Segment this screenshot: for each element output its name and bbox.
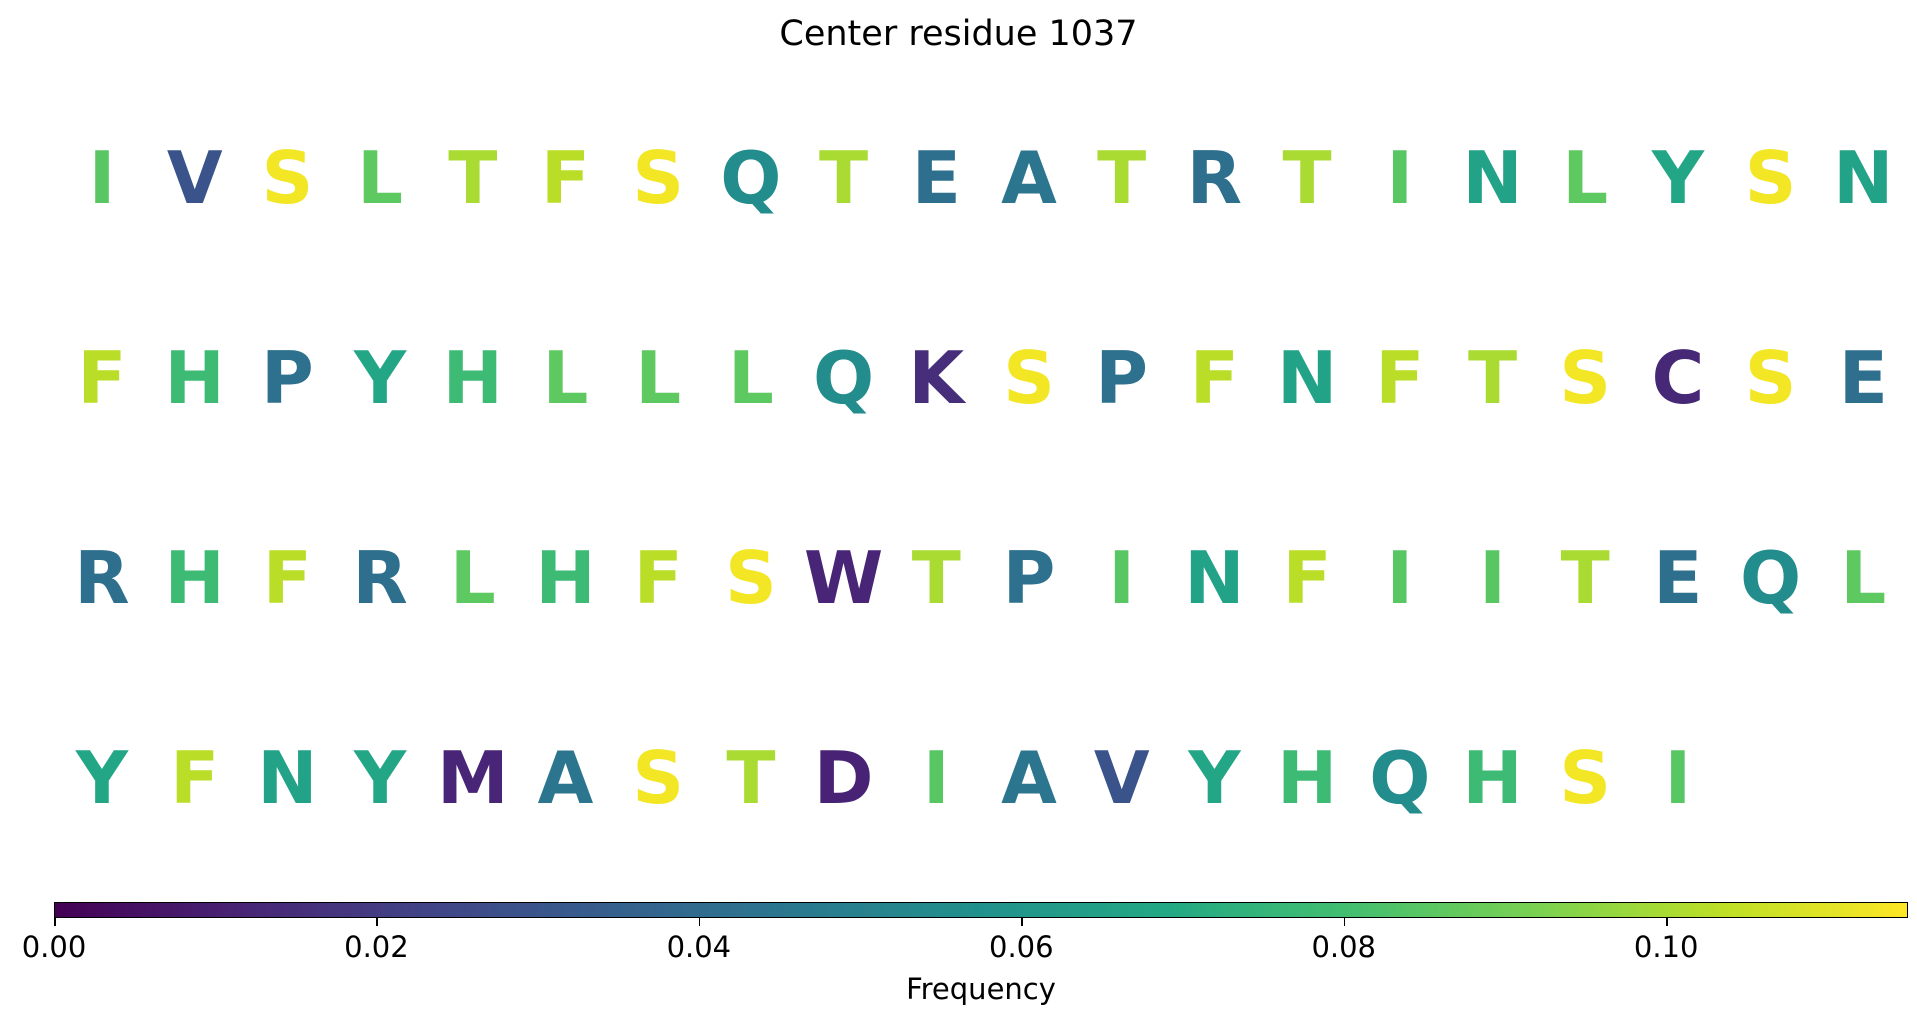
residue-letter: S <box>632 136 685 220</box>
residue-letter: P <box>1095 336 1149 420</box>
residue-letter: A <box>1001 736 1057 820</box>
colorbar-tick <box>698 918 701 926</box>
residue-letter: I <box>88 136 116 220</box>
residue-letter: D <box>813 736 874 820</box>
colorbar-tick-label: 0.10 <box>1633 930 1699 964</box>
residue-letter: F <box>77 336 127 420</box>
residue-letter: Y <box>75 736 129 820</box>
residue-letter: S <box>632 736 685 820</box>
residue-letter: L <box>727 336 774 420</box>
residue-letter: R <box>1186 136 1243 220</box>
residue-letter: T <box>1097 136 1147 220</box>
colorbar-tick-label: 0.00 <box>21 930 87 964</box>
colorbar-tick-label: 0.02 <box>344 930 409 964</box>
residue-letter: P <box>261 336 314 420</box>
colorbar-tick-label: 0.08 <box>1311 930 1377 964</box>
residue-letter: F <box>170 736 220 820</box>
residue-letter: I <box>1386 536 1414 620</box>
residue-letter: T <box>448 136 498 220</box>
residue-letter: H <box>442 336 503 420</box>
residue-letter: Q <box>812 336 875 420</box>
residue-letter: T <box>726 736 776 820</box>
residue-letter: F <box>262 536 312 620</box>
residue-letter: Y <box>1188 736 1241 820</box>
residue-letter: S <box>1744 136 1797 220</box>
colorbar-tick-label: 0.06 <box>989 930 1054 964</box>
residue-letter: L <box>1562 136 1609 220</box>
residue-letter: L <box>635 336 682 420</box>
residue-letter: N <box>1184 536 1245 620</box>
residue-letter: K <box>908 336 965 420</box>
residue-letter: Y <box>354 736 407 820</box>
residue-letter: H <box>164 336 225 420</box>
residue-letter: C <box>1651 336 1705 420</box>
colorbar-tick <box>1343 918 1346 926</box>
residue-letter: F <box>540 136 591 220</box>
chart-title: Center residue 1037 <box>779 14 1138 54</box>
residue-letter: N <box>1833 136 1894 220</box>
residue-letter: E <box>1653 536 1703 620</box>
colorbar-tick <box>1021 918 1023 926</box>
residue-letter: W <box>803 536 884 620</box>
residue-letter: R <box>74 536 130 620</box>
residue-letter: T <box>911 536 961 620</box>
residue-letter: T <box>1467 336 1518 420</box>
residue-letter: A <box>537 736 594 820</box>
colorbar-tick <box>54 918 56 926</box>
residue-letter: Y <box>1651 136 1704 220</box>
residue-letter: L <box>542 336 589 420</box>
residue-letter: H <box>535 536 596 620</box>
residue-letter: S <box>1559 336 1612 420</box>
residue-letter: I <box>1664 736 1692 820</box>
residue-letter: L <box>357 136 404 220</box>
residue-letter: M <box>436 736 509 820</box>
residue-letter: R <box>352 536 408 620</box>
residue-letter: I <box>1108 536 1136 620</box>
colorbar: 0.00 0.02 0.04 0.06 0.08 0.10 Frequency <box>0 880 1917 1025</box>
residue-letter: S <box>261 136 314 220</box>
residue-letter: I <box>1479 536 1506 620</box>
residue-letter: F <box>1282 536 1332 620</box>
residue-letter: N <box>1462 136 1523 220</box>
residue-letter: F <box>1189 336 1239 420</box>
colorbar-tick <box>1666 918 1668 926</box>
residue-letter: I <box>1386 136 1414 220</box>
residue-letter: H <box>1276 736 1338 820</box>
residue-letter: L <box>1840 536 1887 620</box>
residue-letter: Q <box>1369 736 1431 820</box>
residue-letter: Q <box>720 136 782 220</box>
residue-letter: I <box>922 736 950 820</box>
residue-letter: T <box>819 136 869 220</box>
residue-letter: S <box>1744 336 1797 420</box>
residue-letter: E <box>911 136 961 220</box>
residue-letter: S <box>724 536 777 620</box>
residue-letter: N <box>257 736 318 820</box>
residue-letter: Q <box>1739 536 1802 620</box>
residue-letter: F <box>1375 336 1425 420</box>
residue-letter: Y <box>354 336 407 420</box>
colorbar-tick-label: 0.04 <box>666 930 732 964</box>
residue-letter: E <box>1838 336 1888 420</box>
residue-letter: N <box>1276 336 1338 420</box>
colorbar-label: Frequency <box>906 972 1056 1006</box>
residue-letter: P <box>1002 536 1056 620</box>
residue-letter: H <box>1462 736 1523 820</box>
residue-letter: S <box>1559 736 1612 820</box>
residue-letter: V <box>1093 736 1150 820</box>
residue-letter: T <box>1282 136 1332 220</box>
colorbar-tick <box>376 918 378 926</box>
residue-letter: H <box>164 536 225 620</box>
residue-letter: F <box>633 536 683 620</box>
colorbar-gradient <box>54 902 1908 918</box>
residue-letter: V <box>166 136 223 220</box>
residue-letter: L <box>449 536 496 620</box>
residue-letter: T <box>1560 536 1610 620</box>
residue-letter: S <box>1003 336 1055 420</box>
residue-letter: A <box>1001 136 1057 220</box>
